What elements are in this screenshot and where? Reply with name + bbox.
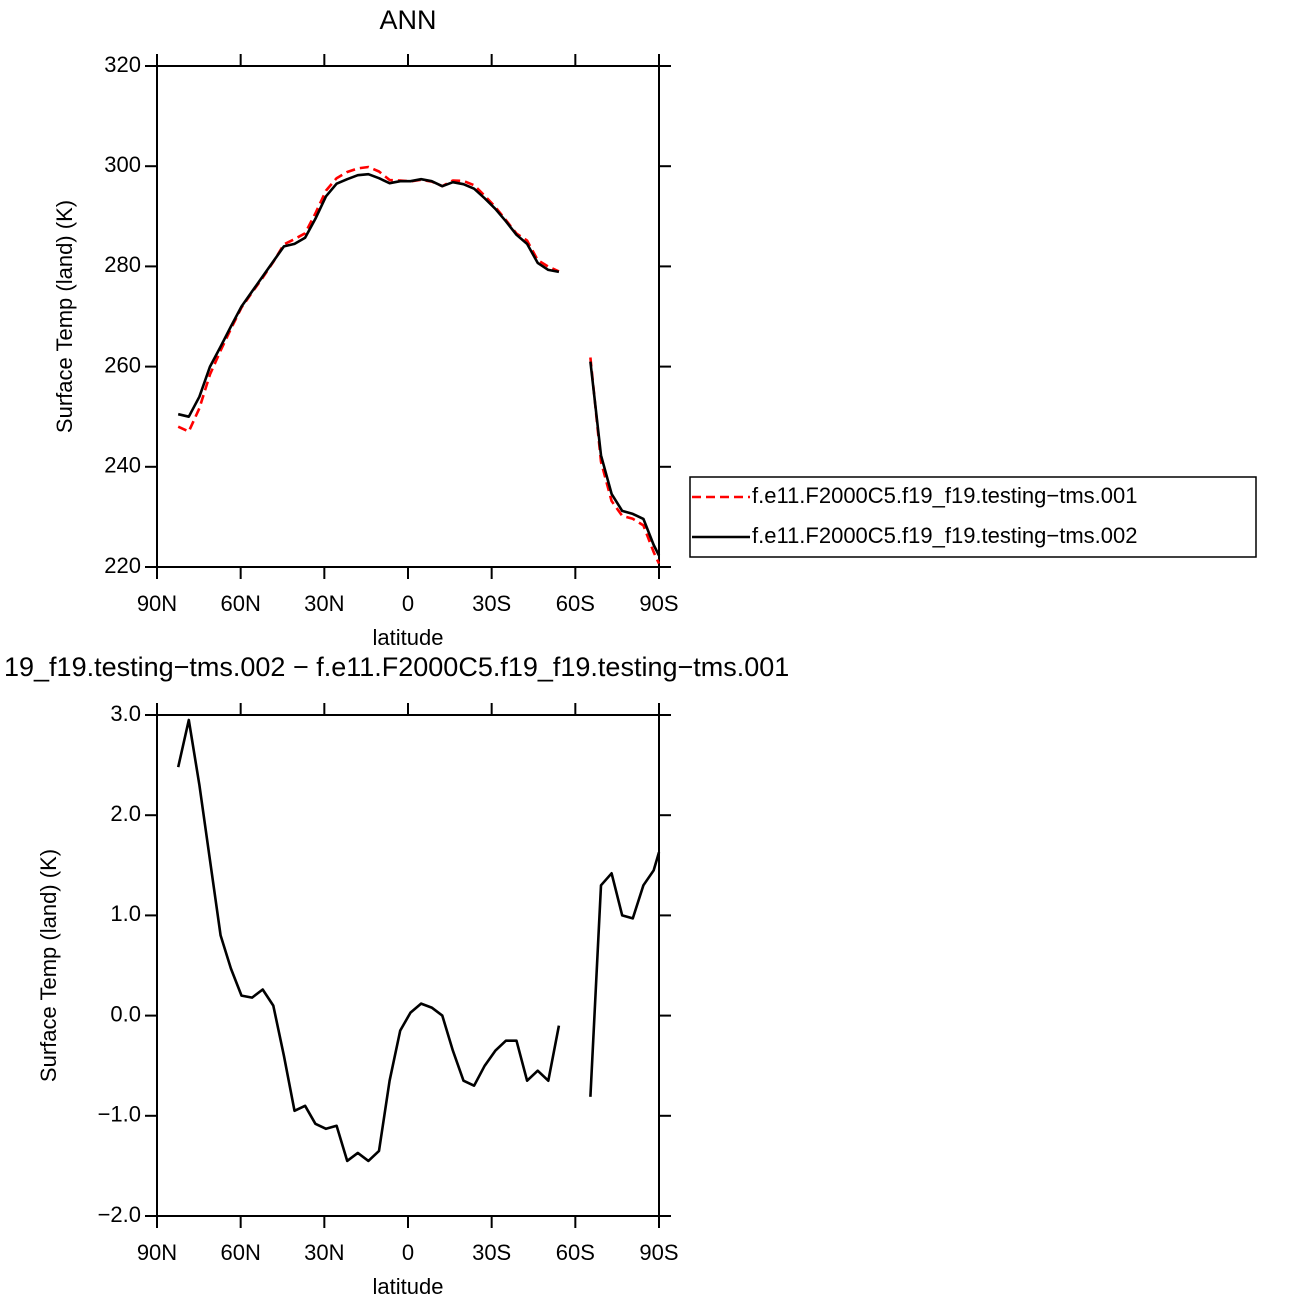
y-tick-label: 0.0 — [110, 1001, 141, 1026]
y-tick-label: −2.0 — [98, 1202, 141, 1227]
x-tick-label: 30N — [304, 1240, 344, 1265]
y-tick-label: −1.0 — [98, 1102, 141, 1127]
x-tick-label: 60S — [556, 1240, 595, 1265]
x-tick-label: 30S — [472, 591, 511, 616]
x-tick-label: 0 — [402, 591, 414, 616]
x-tick-label: 30N — [304, 591, 344, 616]
data-line — [177, 165, 661, 565]
x-tick-label: 90S — [639, 591, 678, 616]
y-tick-label: 280 — [104, 252, 141, 277]
x-tick-label: 90N — [137, 591, 177, 616]
x-axis-label: latitude — [373, 625, 444, 650]
y-tick-label: 220 — [104, 553, 141, 578]
legend-label: f.e11.F2000C5.f19_f19.testing−tms.001 — [752, 483, 1137, 508]
x-tick-label: 0 — [402, 1240, 414, 1265]
y-axis-label: Surface Temp (land) (K) — [36, 849, 61, 1082]
x-tick-label: 30S — [472, 1240, 511, 1265]
y-tick-label: 2.0 — [110, 801, 141, 826]
plot-frame — [156, 65, 660, 568]
chart-title: ANN — [379, 5, 436, 35]
x-tick-label: 90S — [639, 1240, 678, 1265]
x-axis-label: latitude — [373, 1274, 444, 1299]
y-tick-label: 320 — [104, 52, 141, 77]
y-tick-label: 240 — [104, 453, 141, 478]
plot-frame — [156, 714, 660, 1217]
data-line — [177, 172, 661, 557]
chart-title: 19_f19.testing−tms.002 − f.e11.F2000C5.f… — [4, 652, 789, 682]
y-tick-label: 1.0 — [110, 901, 141, 926]
y-tick-label: 300 — [104, 152, 141, 177]
x-tick-label: 60N — [220, 591, 260, 616]
x-tick-label: 60S — [556, 591, 595, 616]
y-tick-label: 3.0 — [110, 701, 141, 726]
x-tick-label: 60N — [220, 1240, 260, 1265]
x-tick-label: 90N — [137, 1240, 177, 1265]
y-axis-label: Surface Temp (land) (K) — [52, 200, 77, 433]
legend-box — [689, 476, 1257, 558]
legend-label: f.e11.F2000C5.f19_f19.testing−tms.002 — [752, 523, 1137, 548]
y-tick-label: 260 — [104, 352, 141, 377]
data-line — [176, 718, 661, 1163]
